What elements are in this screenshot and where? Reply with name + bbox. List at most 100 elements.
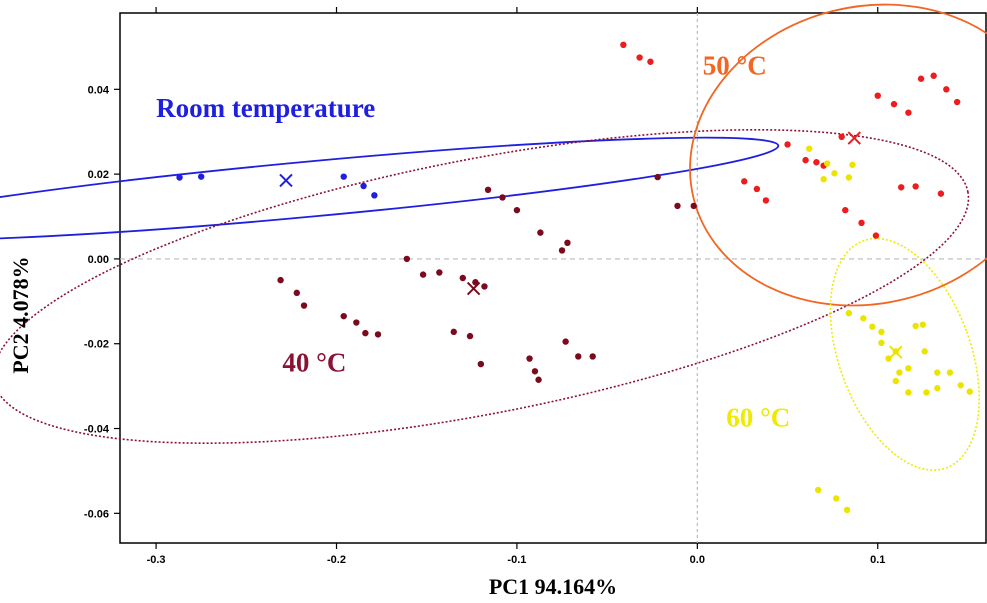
y-tick-label: -0.02: [84, 339, 109, 351]
x-axis-label: PC1 94.164%: [489, 574, 617, 599]
group-4-data-point: [845, 174, 853, 181]
group-1-centroid-stroke: [279, 173, 293, 188]
points: [176, 41, 973, 514]
group-3-data-point: [930, 72, 937, 79]
group-4-data-point: [919, 321, 927, 328]
group-3-data-point: [937, 190, 945, 197]
y-tick-label: 0.00: [88, 254, 109, 266]
group-3-data-point: [872, 232, 880, 239]
group-2-data-point: [526, 355, 533, 362]
group-2-data-point: [340, 312, 347, 320]
group-3-data-point: [741, 178, 748, 185]
x-tick-label: 0.1: [870, 554, 885, 566]
group-4-centroid-stroke: [889, 345, 903, 359]
group-4-data-point: [805, 145, 813, 152]
group-4-data-point: [843, 506, 851, 514]
group-3-data-point: [813, 159, 820, 166]
group-2-data-point: [535, 376, 542, 383]
group-2-data-point: [466, 332, 474, 340]
group-1-confidence-ellipse: [0, 136, 780, 242]
group-3-data-point: [912, 183, 919, 190]
group-4-data-point: [923, 389, 930, 396]
y-tick-label: -0.06: [84, 508, 109, 520]
group-3-data-point: [953, 98, 961, 106]
group-2-data-point: [589, 353, 596, 360]
group-1-data-point: [176, 174, 183, 181]
group-2-data-point: [353, 319, 360, 326]
group-3-data-point: [620, 41, 627, 48]
group-4-data-point: [815, 486, 822, 494]
group-4-centroid-marker: [889, 345, 903, 359]
group-3-data-point: [762, 197, 770, 204]
group-4-data-point: [845, 309, 853, 317]
group-3-data-point: [874, 92, 881, 99]
group-4-data-point: [892, 377, 899, 385]
group-3-centroid-marker: [847, 131, 862, 145]
group-4-data-point: [966, 388, 973, 395]
group-3-data-point: [890, 100, 898, 108]
group-3-data-point: [838, 133, 845, 141]
x-tick-label: -0.3: [147, 554, 166, 566]
group-1-label: Room temperature: [156, 93, 375, 123]
group-4-confidence-ellipse: [829, 237, 981, 471]
group-4-data-point: [957, 382, 964, 389]
group-2-data-point: [558, 247, 566, 254]
group-3-data-point: [802, 156, 809, 164]
group-2-data-point: [403, 255, 411, 263]
group-2-data-point: [690, 202, 697, 210]
group-4-data-point: [934, 385, 941, 392]
group-3-data-point: [858, 219, 865, 227]
group-4-data-point: [912, 322, 919, 330]
group-2-data-point: [450, 328, 457, 336]
group-4-data-point: [831, 170, 838, 177]
y-tick-label: -0.04: [84, 424, 110, 436]
group-1-centroid-marker: [279, 173, 293, 188]
group-2-data-point: [300, 302, 308, 309]
group-labels: Room temperature 40 °C 50 °C 60 °C: [156, 50, 790, 432]
group-2-data-point: [499, 194, 506, 201]
group-4-data-point: [905, 389, 912, 396]
group-2-data-point: [477, 360, 485, 368]
group-2-data-point: [436, 269, 443, 276]
y-tick-label: 0.02: [88, 169, 109, 181]
group-4-data-point: [878, 328, 885, 336]
group-3-data-point: [842, 206, 849, 214]
group-3-data-point: [943, 86, 950, 93]
group-2-data-point: [674, 202, 681, 210]
group-2-data-point: [362, 329, 369, 337]
group-1-data-point: [197, 173, 205, 180]
y-axis-ticks: -0.06 -0.04 -0.02 0.00 0.02 0.04: [84, 84, 120, 520]
group-3-confidence-ellipse: [689, 3, 987, 307]
group-4-data-point: [849, 161, 856, 168]
group-3-label: 50 °C: [703, 50, 767, 80]
group-2-data-point: [513, 206, 521, 214]
group-2-data-point: [293, 289, 301, 297]
group-3-data-point: [898, 184, 905, 191]
group-3-centroid-stroke: [847, 131, 862, 145]
group-3-data-point: [753, 185, 761, 193]
group-3-data-point: [917, 75, 925, 82]
group-1-data-point: [360, 182, 367, 190]
group-2-centroid-marker: [466, 281, 481, 296]
y-axis-label: PC2 4.078%: [8, 256, 33, 373]
group-4-label: 60 °C: [726, 402, 790, 432]
group-3-data-point: [905, 109, 912, 116]
group-4-data-point: [921, 348, 928, 355]
group-2-data-point: [531, 368, 539, 375]
group-2-label: 40 °C: [282, 347, 346, 377]
x-axis-ticks: -0.3 -0.2 -0.1 0.0 0.1: [147, 7, 885, 566]
group-2-data-point: [654, 173, 661, 181]
group-4-data-point: [824, 160, 831, 167]
group-2-data-point: [374, 331, 382, 338]
group-2-data-point: [484, 186, 492, 194]
group-4-data-point: [869, 323, 876, 330]
group-4-data-point: [946, 369, 954, 376]
group-4-data-point: [878, 339, 885, 347]
group-2-centroid-stroke: [466, 281, 481, 296]
group-3-data-point: [636, 54, 643, 61]
group-4-data-point: [896, 369, 903, 376]
group-2-data-point: [562, 338, 569, 345]
centroids: [279, 131, 903, 359]
group-3-data-point: [784, 141, 791, 148]
